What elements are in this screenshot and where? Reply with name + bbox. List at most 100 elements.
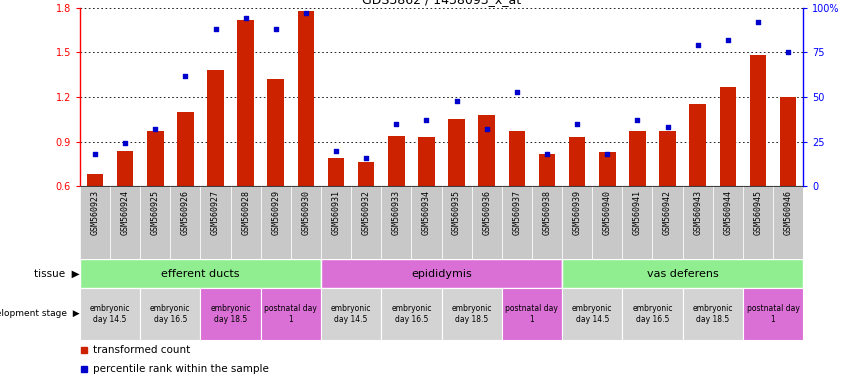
Point <box>209 26 222 32</box>
Text: GSM560937: GSM560937 <box>512 190 521 235</box>
Bar <box>502 288 562 340</box>
Bar <box>328 158 344 186</box>
Bar <box>200 288 261 340</box>
Text: GSM560943: GSM560943 <box>693 190 702 235</box>
Text: postnatal day
1: postnatal day 1 <box>747 303 800 324</box>
Text: embryonic
day 18.5: embryonic day 18.5 <box>452 303 492 324</box>
Point <box>540 151 553 157</box>
Bar <box>720 86 736 186</box>
Point <box>330 147 343 154</box>
Text: development stage  ▶: development stage ▶ <box>0 310 80 318</box>
Bar <box>321 288 381 340</box>
Text: GSM560932: GSM560932 <box>362 190 371 235</box>
Bar <box>562 259 803 288</box>
Bar <box>690 104 706 186</box>
Bar <box>381 186 411 259</box>
Point <box>119 140 132 146</box>
Text: postnatal day
1: postnatal day 1 <box>264 303 317 324</box>
Bar <box>472 186 502 259</box>
Bar <box>298 11 315 186</box>
Text: GSM560935: GSM560935 <box>452 190 461 235</box>
Text: embryonic
day 16.5: embryonic day 16.5 <box>150 303 191 324</box>
Bar <box>599 152 616 186</box>
Bar <box>140 288 200 340</box>
Text: GSM560940: GSM560940 <box>603 190 611 235</box>
Bar <box>448 119 465 186</box>
Text: GSM560927: GSM560927 <box>211 190 220 235</box>
Bar <box>773 186 803 259</box>
Bar <box>321 259 562 288</box>
Point <box>781 49 795 55</box>
Bar <box>532 186 562 259</box>
Text: GSM560930: GSM560930 <box>301 190 310 235</box>
Text: vas deferens: vas deferens <box>647 268 718 279</box>
Bar <box>261 186 291 259</box>
Bar <box>629 131 646 186</box>
Bar <box>358 162 374 186</box>
Bar <box>743 186 773 259</box>
Bar <box>479 115 495 186</box>
Text: efferent ducts: efferent ducts <box>161 268 240 279</box>
Text: percentile rank within the sample: percentile rank within the sample <box>93 364 269 374</box>
Bar <box>381 288 442 340</box>
Text: epididymis: epididymis <box>411 268 472 279</box>
Bar <box>622 288 683 340</box>
Text: transformed count: transformed count <box>93 345 190 356</box>
Text: GSM560928: GSM560928 <box>241 190 250 235</box>
Point <box>480 126 494 132</box>
Point <box>299 10 313 16</box>
Point <box>269 26 283 32</box>
Point <box>178 73 192 79</box>
Bar <box>80 259 321 288</box>
Text: GSM560945: GSM560945 <box>754 190 763 235</box>
Text: postnatal day
1: postnatal day 1 <box>505 303 558 324</box>
Bar <box>237 20 254 186</box>
Bar <box>418 137 435 186</box>
Text: GSM560939: GSM560939 <box>573 190 582 235</box>
Text: GSM560926: GSM560926 <box>181 190 190 235</box>
Text: embryonic
day 14.5: embryonic day 14.5 <box>331 303 372 324</box>
Point <box>691 42 705 48</box>
Text: embryonic
day 14.5: embryonic day 14.5 <box>90 303 130 324</box>
Text: embryonic
day 14.5: embryonic day 14.5 <box>572 303 612 324</box>
Bar <box>80 288 140 340</box>
Bar <box>509 131 525 186</box>
Bar <box>80 186 110 259</box>
Bar <box>622 186 653 259</box>
Text: GSM560936: GSM560936 <box>482 190 491 235</box>
Bar <box>321 186 351 259</box>
Text: GSM560942: GSM560942 <box>663 190 672 235</box>
Bar <box>388 136 405 186</box>
Bar <box>170 186 200 259</box>
Text: GSM560929: GSM560929 <box>272 190 280 235</box>
Bar <box>442 288 502 340</box>
Text: GSM560923: GSM560923 <box>91 190 99 235</box>
Point <box>239 15 252 22</box>
Bar <box>562 186 592 259</box>
Point <box>359 155 373 161</box>
Bar <box>230 186 261 259</box>
Bar <box>442 186 472 259</box>
Bar <box>267 79 284 186</box>
Point <box>88 151 102 157</box>
Bar <box>539 154 555 186</box>
Bar <box>683 288 743 340</box>
Bar <box>352 186 381 259</box>
Bar <box>592 186 622 259</box>
Bar <box>653 186 683 259</box>
Text: embryonic
day 16.5: embryonic day 16.5 <box>632 303 673 324</box>
Bar <box>780 97 796 186</box>
Bar <box>140 186 170 259</box>
Point <box>631 117 644 123</box>
Text: GSM560941: GSM560941 <box>633 190 642 235</box>
Text: GSM560924: GSM560924 <box>120 190 130 235</box>
Point <box>510 89 524 95</box>
Bar <box>117 151 134 186</box>
Bar <box>411 186 442 259</box>
Text: GSM560934: GSM560934 <box>422 190 431 235</box>
Point <box>450 98 463 104</box>
Point <box>570 121 584 127</box>
Text: GSM560933: GSM560933 <box>392 190 401 235</box>
Text: GSM560931: GSM560931 <box>331 190 341 235</box>
Bar <box>659 131 676 186</box>
